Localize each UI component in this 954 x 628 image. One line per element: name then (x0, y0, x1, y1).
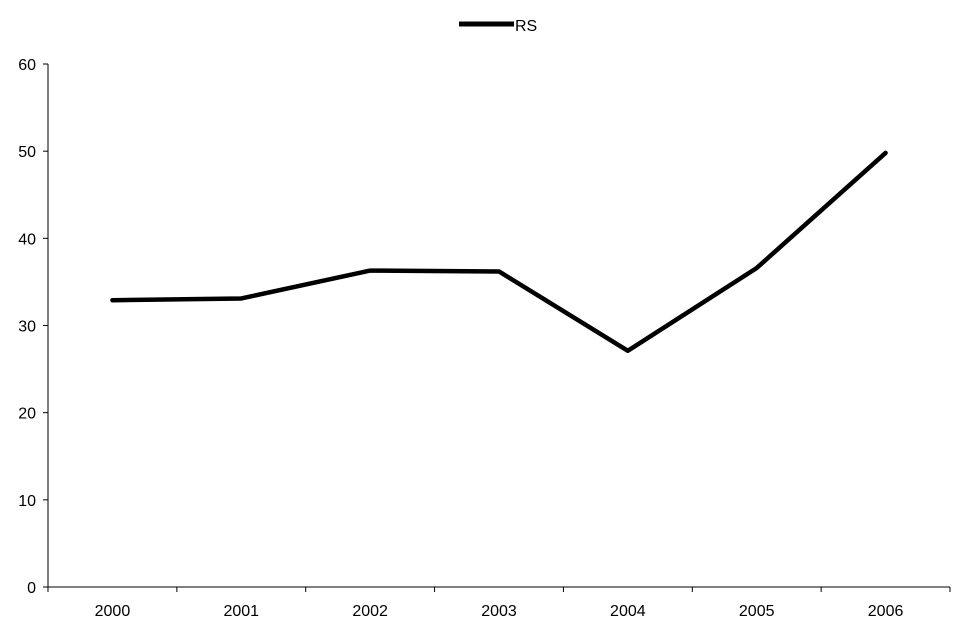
axes (47, 64, 950, 588)
y-tick-label: 0 (27, 580, 36, 597)
series-line-rs (110, 150, 888, 354)
series-layer (110, 150, 888, 354)
y-tick-label: 10 (18, 493, 36, 510)
legend: RS (459, 18, 537, 35)
x-tick-label: 2001 (223, 603, 259, 620)
y-tick-label: 60 (18, 57, 36, 74)
y-tick-label: 40 (18, 231, 36, 248)
x-tick-label: 2006 (868, 603, 904, 620)
y-tick-label: 50 (18, 144, 36, 161)
x-tick-label: 2002 (352, 603, 388, 620)
x-tick-label: 2003 (481, 603, 517, 620)
x-tick-label: 2005 (739, 603, 775, 620)
x-axis-ticks: 2000 2001 2002 2003 2004 2005 2006 (47, 587, 951, 620)
x-tick-label: 2004 (610, 603, 646, 620)
y-tick-label: 20 (18, 406, 36, 423)
x-tick-label: 2000 (95, 603, 131, 620)
y-axis-ticks: 0 10 20 30 40 50 60 (18, 57, 48, 597)
y-tick-label: 30 (18, 319, 36, 336)
legend-label-rs: RS (515, 18, 537, 35)
